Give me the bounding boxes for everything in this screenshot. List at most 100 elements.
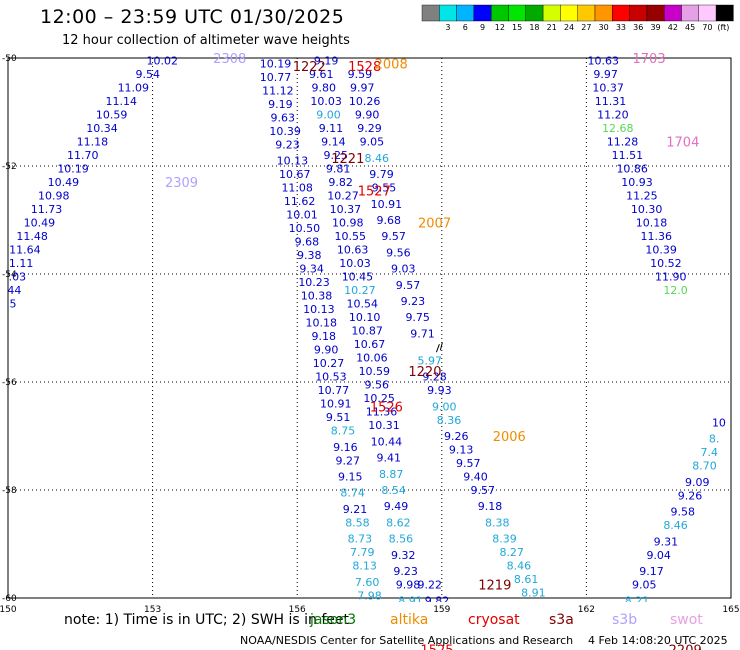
legend-swatch [698, 4, 717, 22]
wave-height-value: 8.36 [437, 414, 462, 427]
wave-height-value: 10.19 [57, 163, 89, 176]
satellite-swot-label: swot [670, 612, 703, 628]
legend-bin-label: 36 [633, 23, 643, 32]
wave-height-value: 9.31 [654, 535, 679, 548]
wave-height-value: 10.25 [363, 392, 395, 405]
wave-height-value: 10.45 [342, 271, 374, 284]
wave-height-value: 9.17 [639, 565, 664, 578]
wave-height-value: 10.98 [332, 217, 364, 230]
wave-height-value: 10.01 [286, 209, 318, 222]
wave-height-value: 11.11 [2, 257, 34, 270]
wave-height-value: 10.53 [315, 371, 347, 384]
wave-height-value: 9.81 [326, 163, 351, 176]
wave-height-value: 9.11 [319, 122, 344, 135]
wave-height-value: 9.28 [422, 371, 447, 384]
pass-time-label: 1220 [408, 365, 441, 380]
x-tick-label: 150 [0, 605, 17, 615]
wave-height-value: 9.75 [405, 311, 430, 324]
wave-height-value: 10.27 [344, 284, 376, 297]
wave-height-value: 10.13 [277, 155, 309, 168]
wave-height-value: 9.82 [425, 595, 450, 608]
wave-height-value: 10.10 [349, 311, 381, 324]
legend-unit-label: (ft) [717, 23, 729, 32]
wave-height-value: 8.27 [499, 546, 524, 559]
wave-height-value: 9.27 [336, 454, 361, 467]
x-tick-label: 162 [578, 605, 595, 615]
wave-height-value: 9.16 [333, 441, 358, 454]
wave-height-value: 10.19 [260, 57, 292, 70]
wave-height-value: 11.09 [118, 82, 150, 95]
map-frame [7, 57, 732, 599]
wave-height-value: 10.67 [354, 338, 386, 351]
wave-height-value: 9.93 [427, 384, 452, 397]
wave-height-value: 9.54 [136, 68, 161, 81]
wave-height-value: 8.46 [663, 519, 688, 532]
wave-height-value: 10.67 [279, 168, 311, 181]
wave-height-value: 9.57 [456, 457, 481, 470]
wave-height-value: 11.48 [16, 230, 48, 243]
pass-time-label: 1528 [348, 60, 381, 75]
wave-height-value: 10.77 [318, 384, 350, 397]
wave-height-value: 10.13 [303, 303, 335, 316]
x-tick-label: 165 [722, 605, 739, 615]
wave-height-value: 8.31 [362, 616, 387, 629]
legend-bin-label: 70 [702, 23, 712, 32]
wave-height-value: 10.27 [327, 190, 359, 203]
pass-time-label: 2308 [213, 52, 246, 67]
legend-swatch [542, 4, 561, 22]
wave-height-value: 9.05 [360, 136, 385, 149]
wave-height-value: 10.46 [0, 338, 2, 351]
wave-height-value: 7.4 [701, 446, 719, 459]
legend-bin-label: 39 [650, 23, 660, 32]
wave-height-value: 9.25 [324, 149, 349, 162]
pass-time-label: 1527 [358, 184, 391, 199]
wave-height-value: 10.38 [301, 290, 333, 303]
legend-bin-label: 45 [685, 23, 695, 32]
legend-swatch [715, 4, 734, 22]
legend-bin-label: 42 [668, 23, 678, 32]
y-tick-label: -56 [2, 378, 17, 388]
wave-height-value: 8.46 [364, 152, 389, 165]
wave-height-value: 9.18 [311, 330, 336, 343]
wave-height-value: 10.50 [289, 222, 321, 235]
legend-swatch [664, 4, 682, 22]
legend-swatch [577, 4, 596, 22]
wave-height-value: 12.0 [663, 284, 688, 297]
wave-height-value: 9.09 [685, 476, 710, 489]
wave-height-value: 11.20 [597, 109, 629, 122]
wave-height-value: 10.34 [86, 122, 118, 135]
legend-swatch [508, 4, 526, 22]
wave-height-value: 10.18 [636, 217, 668, 230]
pass-time-label: 1222 [293, 60, 326, 75]
wave-height-value: 10.93 [621, 176, 653, 189]
satellite-s3a-label: s3a [549, 612, 574, 628]
wave-height-value: 11.18 [77, 136, 109, 149]
wave-height-value: 11.35 [0, 298, 17, 311]
wave-height-value: 9.38 [297, 249, 322, 262]
wave-height-value: 10.02 [146, 55, 178, 68]
pass-time-label: 2008 [375, 57, 408, 72]
legend-swatch [456, 4, 475, 22]
legend-bin-label: 24 [564, 23, 574, 32]
wave-height-value: 10.37 [330, 203, 362, 216]
wave-height-value: 9.03 [391, 263, 416, 276]
wave-height-value: 8.62 [386, 516, 411, 529]
wave-height-value: 10.03 [339, 257, 371, 270]
wave-height-value: 9.97 [593, 68, 618, 81]
wave-height-value: 8.70 [692, 460, 717, 473]
wave-height-value: 9.41 [377, 452, 402, 465]
wave-height-value: 10 [712, 417, 726, 430]
legend-bin-label: 9 [480, 23, 485, 32]
pass-time-label: 1525 [420, 643, 453, 650]
legend-swatch [491, 4, 509, 22]
wave-height-value: 8.87 [379, 468, 404, 481]
wave-height-value: 10.03 [310, 95, 342, 108]
wave-height-value: 10.91 [320, 398, 352, 411]
wave-height-value: 9.04 [646, 549, 671, 562]
wave-height-value: 9.26 [678, 489, 703, 502]
pass-time-label: 2006 [493, 430, 526, 445]
wave-height-value: 9.21 [343, 503, 368, 516]
wave-height-value: 9.90 [355, 109, 380, 122]
wave-height-value: 10.37 [592, 82, 624, 95]
wave-height-value: 11.12 [262, 84, 294, 97]
